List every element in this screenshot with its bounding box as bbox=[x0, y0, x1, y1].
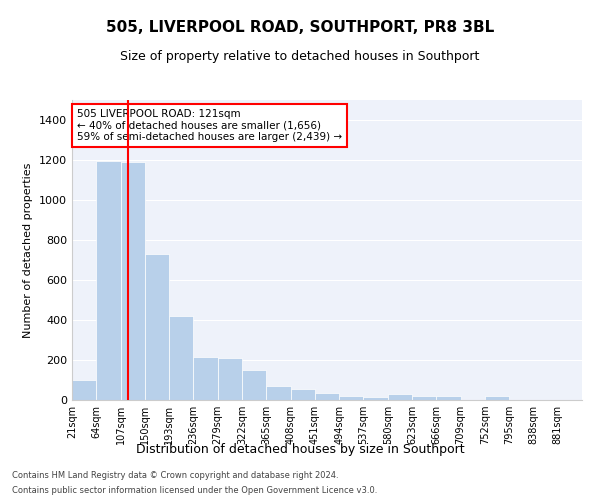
Text: Distribution of detached houses by size in Southport: Distribution of detached houses by size … bbox=[136, 444, 464, 456]
Bar bbox=[364, 396, 388, 400]
Bar bbox=[242, 370, 266, 400]
Y-axis label: Number of detached properties: Number of detached properties bbox=[23, 162, 34, 338]
Text: Contains HM Land Registry data © Crown copyright and database right 2024.: Contains HM Land Registry data © Crown c… bbox=[12, 471, 338, 480]
Bar bbox=[72, 380, 96, 400]
Bar bbox=[339, 396, 364, 400]
Bar bbox=[193, 357, 218, 400]
Text: Contains public sector information licensed under the Open Government Licence v3: Contains public sector information licen… bbox=[12, 486, 377, 495]
Bar bbox=[218, 358, 242, 400]
Bar bbox=[485, 396, 509, 400]
Bar bbox=[266, 386, 290, 400]
Bar bbox=[145, 254, 169, 400]
Bar bbox=[290, 389, 315, 400]
Bar bbox=[412, 396, 436, 400]
Bar bbox=[169, 316, 193, 400]
Bar bbox=[436, 396, 461, 400]
Bar bbox=[388, 394, 412, 400]
Bar bbox=[96, 161, 121, 400]
Bar bbox=[121, 162, 145, 400]
Text: Size of property relative to detached houses in Southport: Size of property relative to detached ho… bbox=[121, 50, 479, 63]
Text: 505 LIVERPOOL ROAD: 121sqm
← 40% of detached houses are smaller (1,656)
59% of s: 505 LIVERPOOL ROAD: 121sqm ← 40% of deta… bbox=[77, 109, 342, 142]
Text: 505, LIVERPOOL ROAD, SOUTHPORT, PR8 3BL: 505, LIVERPOOL ROAD, SOUTHPORT, PR8 3BL bbox=[106, 20, 494, 35]
Bar bbox=[315, 393, 339, 400]
